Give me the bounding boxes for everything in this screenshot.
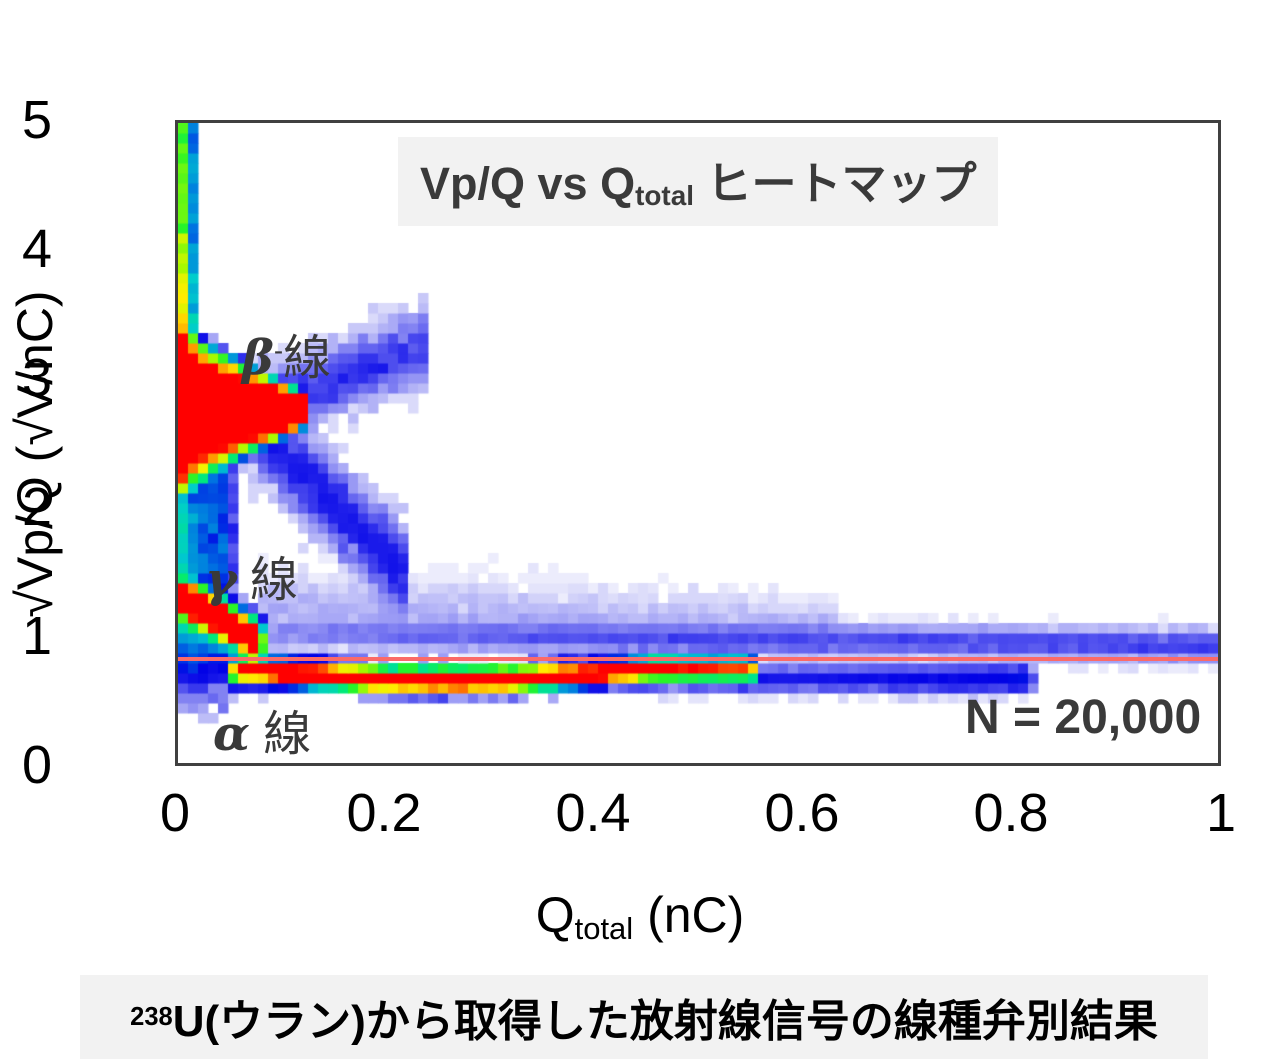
chart-title-sub: total — [635, 180, 694, 212]
annotation-alpha: α 線 — [213, 694, 311, 764]
beta-glyph: β — [242, 330, 274, 386]
chart-title: Vp/Q vs Qtotal ヒートマップ — [398, 137, 999, 227]
xtick-0.6: 0.6 — [764, 783, 840, 843]
annotation-beta: β-線 — [242, 318, 331, 388]
beta-superscript: - — [273, 335, 284, 367]
ytick-0: 0 — [21, 735, 52, 795]
xtick-1: 1 — [1205, 783, 1237, 843]
xtick-0.4: 0.4 — [555, 783, 631, 843]
annotation-gamma: γ 線 — [205, 540, 298, 610]
y-axis-label: √Vp/Q (√V/nC) — [7, 290, 63, 618]
chart-title-tail: ヒートマップ — [693, 158, 977, 209]
xtick-0: 0 — [159, 783, 191, 843]
ytick-3: 3 — [21, 348, 52, 408]
chart-title-main: Vp/Q vs Q — [420, 158, 636, 209]
x-axis-label: Qtotal (nC) — [0, 886, 1280, 947]
gamma-glyph: γ — [205, 552, 237, 608]
xtick-0.2: 0.2 — [346, 783, 422, 843]
sample-count-annotation: N = 20,000 — [965, 691, 1202, 744]
caption-text: U(ウラン)から取得した放射線信号の線種弁別結果 — [172, 997, 1158, 1046]
alpha-label-rest: 線 — [249, 708, 312, 761]
x-axis-label-main: Q — [535, 887, 575, 943]
x-axis-label-tail: (nC) — [633, 887, 745, 943]
figure-caption: 238 U(ウラン)から取得した放射線信号の線種弁別結果 — [80, 975, 1208, 1059]
caption-isotope-number: 238 — [130, 1002, 173, 1031]
xtick-0.8: 0.8 — [973, 783, 1049, 843]
ytick-1: 1 — [21, 606, 52, 666]
x-axis-label-sub: total — [574, 910, 634, 946]
alpha-glyph: α — [213, 706, 250, 762]
gamma-label-rest: 線 — [236, 554, 299, 607]
ytick-2: 2 — [21, 477, 52, 537]
heatmap-canvas — [178, 123, 1218, 763]
ytick-5: 5 — [21, 90, 52, 150]
ytick-4: 4 — [21, 219, 52, 279]
discrimination-threshold-line — [178, 656, 1218, 661]
plot-area — [175, 120, 1221, 766]
beta-label-rest: 線 — [283, 332, 332, 385]
